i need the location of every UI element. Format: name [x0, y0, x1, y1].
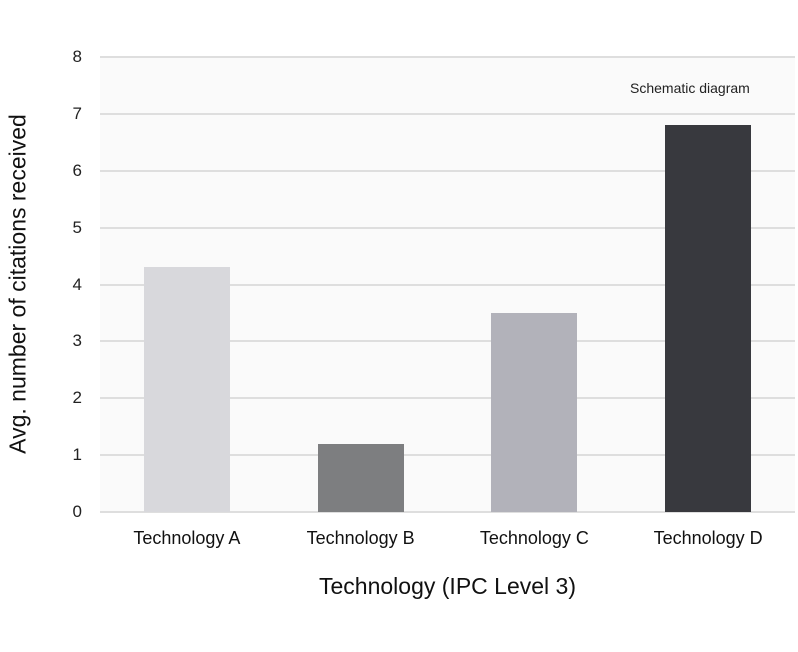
- gridline: [100, 112, 795, 115]
- gridline: [100, 226, 795, 229]
- gridline: [100, 169, 795, 172]
- plot-area: [100, 56, 795, 513]
- gridline: [100, 340, 795, 343]
- gridline: [100, 454, 795, 457]
- bar-technology-b: [317, 443, 404, 512]
- y-tick-label: 7: [72, 103, 82, 123]
- y-tick-label: 3: [72, 331, 82, 351]
- x-tick-label: Technology D: [653, 528, 763, 548]
- gridline: [100, 397, 795, 400]
- y-axis-label: Avg. number of citations received: [4, 114, 31, 454]
- bar-technology-c: [491, 312, 578, 512]
- y-tick-label: 8: [72, 47, 82, 66]
- x-tick-label: Technology B: [306, 528, 415, 548]
- y-tick-label: 1: [72, 445, 82, 465]
- x-tick-label: Technology C: [479, 528, 589, 548]
- bar-technology-a: [143, 267, 230, 512]
- y-tick-label: 6: [72, 160, 82, 180]
- annotation-label: Schematic diagram: [630, 80, 750, 96]
- y-tick-label: 5: [72, 217, 82, 237]
- y-tick-label: 4: [72, 274, 82, 294]
- y-tick-label: 0: [72, 502, 82, 521]
- gridline: [100, 56, 795, 58]
- bar-technology-d: [665, 125, 752, 512]
- gridline: [100, 511, 795, 513]
- gridline: [100, 283, 795, 286]
- x-axis-label: Technology (IPC Level 3): [319, 573, 576, 599]
- x-tick-label: Technology A: [133, 528, 241, 548]
- y-tick-label: 2: [72, 388, 82, 408]
